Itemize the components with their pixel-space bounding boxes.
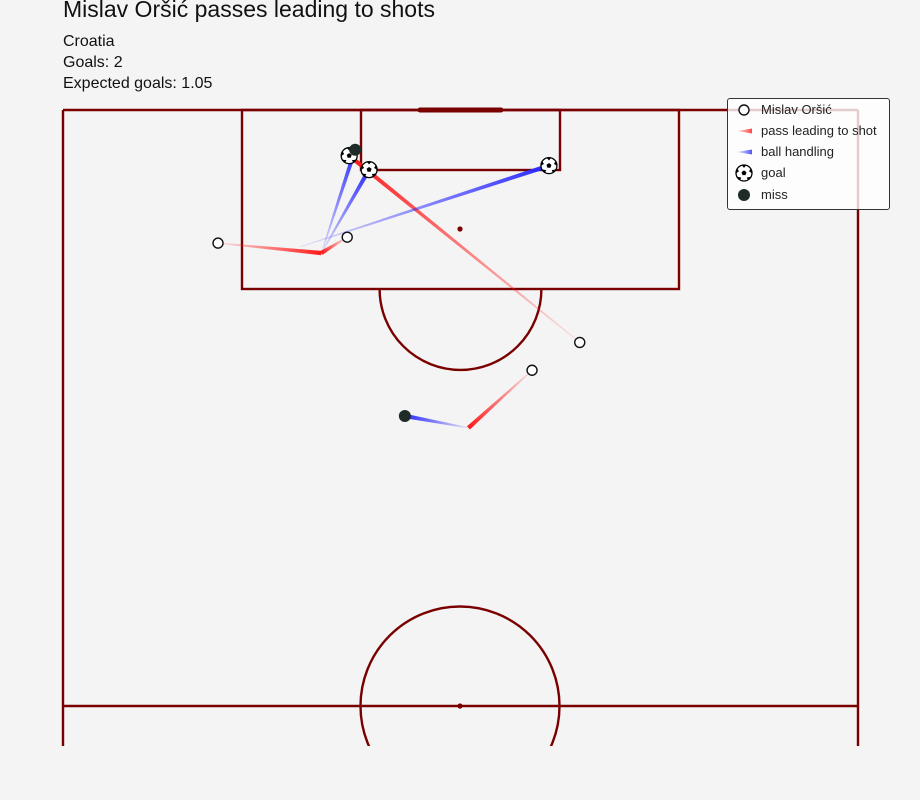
shot-miss-marker [349, 143, 362, 156]
blue-gradient-line-icon [737, 149, 752, 155]
pass-line [217, 242, 322, 256]
ball-handling-line [299, 163, 550, 248]
goals-count: Goals: 2 [63, 54, 123, 71]
shot-goal-marker [360, 160, 378, 179]
legend-item-handling: ball handling [728, 142, 889, 162]
penalty-area [240, 108, 681, 291]
pass-line [320, 236, 348, 255]
pass-start-marker [341, 231, 353, 243]
legend-item-player: Mislav Oršić [728, 100, 889, 120]
filled-dark-circle-icon [738, 189, 750, 201]
red-gradient-line-icon [737, 128, 752, 134]
pitch-lines [61, 107, 860, 746]
ball-handling-line [404, 413, 469, 429]
shot-miss-marker [398, 409, 411, 422]
pass-line [347, 153, 581, 343]
pass-start-marker [526, 364, 538, 376]
legend-item-pass: pass leading to shot [728, 121, 889, 141]
centre-circle [359, 605, 561, 746]
legend-item-miss: miss [728, 185, 889, 205]
expected-goals: Expected goals: 1.05 [63, 75, 213, 92]
legend-label-handling: ball handling [761, 144, 835, 159]
soccer-ball-icon [735, 164, 753, 182]
events-layer [212, 143, 586, 430]
ball-handling-line [320, 149, 358, 254]
legend-label-pass: pass leading to shot [761, 123, 877, 138]
six-yard-box [359, 108, 562, 172]
penalty-spot [457, 226, 463, 232]
pass-start-marker [574, 336, 586, 349]
shot-goal-marker [540, 156, 558, 175]
legend-item-goal: goal [728, 163, 889, 183]
legend-label-miss: miss [761, 187, 788, 202]
chart-title: Mislav Oršić passes leading to shots [63, 0, 435, 22]
info-block: Croatia Goals: 2 Expected goals: 1.05 [63, 31, 212, 94]
legend-label-player: Mislav Oršić [761, 102, 832, 117]
ball-handling-line [320, 168, 371, 254]
centre-spot [457, 703, 463, 709]
pass-line [466, 369, 533, 430]
team-name: Croatia [63, 33, 115, 50]
open-circle-icon [738, 104, 750, 116]
penalty-arc [378, 288, 543, 372]
pass-start-marker [212, 237, 224, 249]
legend: Mislav Oršić pass leading to shot ball h… [727, 98, 890, 210]
legend-label-goal: goal [761, 165, 786, 180]
